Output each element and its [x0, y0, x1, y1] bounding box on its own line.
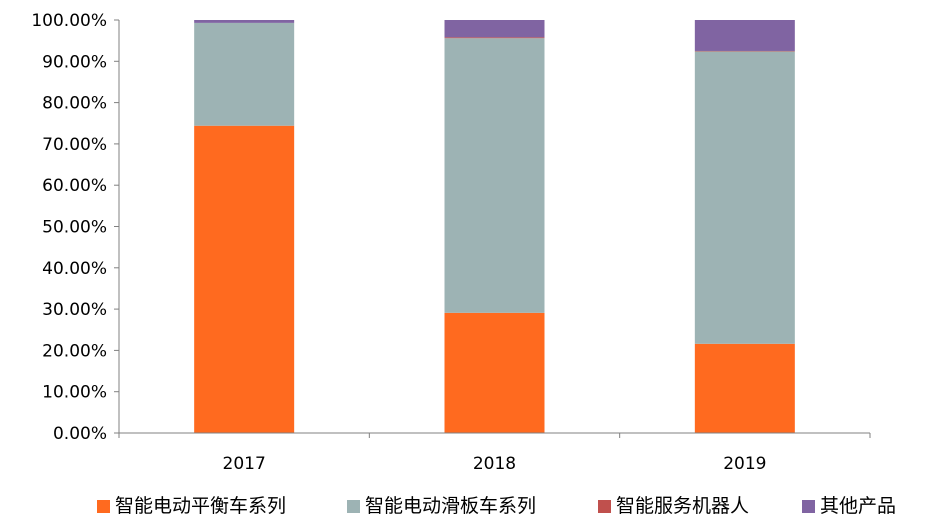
legend-label: 智能电动平衡车系列 [115, 495, 286, 517]
bar-2019-series-0 [694, 343, 795, 433]
bar-2017-series-3 [194, 20, 295, 23]
bar-2018-series-0 [444, 312, 545, 433]
legend-label: 智能电动滑板车系列 [365, 495, 536, 517]
y-tick-label: 20.00% [42, 341, 107, 361]
x-tick-label: 2019 [723, 454, 766, 474]
y-tick-label: 30.00% [42, 300, 107, 320]
bar-2018-series-3 [444, 20, 545, 38]
y-tick-label: 70.00% [42, 135, 107, 155]
legend-label: 其他产品 [820, 495, 896, 517]
y-tick-label: 100.00% [31, 11, 107, 31]
x-tick-label: 2017 [223, 454, 266, 474]
y-tick-label: 80.00% [42, 94, 107, 114]
legend-item-2: 智能服务机器人 [598, 495, 749, 517]
legend-swatch [97, 500, 110, 513]
y-tick-label: 0.00% [53, 424, 107, 444]
legend-swatch [347, 500, 360, 513]
legend: 智能电动平衡车系列 智能电动滑板车系列 智能服务机器人 其他产品 [97, 495, 896, 517]
bar-2019-series-1 [694, 51, 795, 344]
x-tick-label: 2018 [473, 454, 516, 474]
legend-item-0: 智能电动平衡车系列 [97, 495, 286, 517]
legend-item-3: 其他产品 [802, 495, 896, 517]
bar-2017-series-0 [194, 125, 295, 433]
axes: 0.00% 10.00% 20.00% 30.00% 40.00% 50.00% 60.00… [31, 11, 871, 474]
plot-area [194, 20, 795, 433]
y-tick-label: 50.00% [42, 218, 107, 238]
y-tick-label: 10.00% [42, 383, 107, 403]
legend-item-1: 智能电动滑板车系列 [347, 495, 536, 517]
legend-swatch [802, 500, 815, 513]
bar-2018-series-2 [444, 37, 545, 39]
legend-label: 智能服务机器人 [616, 495, 749, 517]
bar-2018-series-1 [444, 38, 545, 313]
bar-2019-series-3 [694, 20, 795, 51]
legend-swatch [598, 500, 611, 513]
y-tick-label: 60.00% [42, 176, 107, 196]
y-tick-label: 40.00% [42, 259, 107, 279]
y-tick-label: 90.00% [42, 52, 107, 72]
bar-2017-series-1 [194, 22, 295, 126]
